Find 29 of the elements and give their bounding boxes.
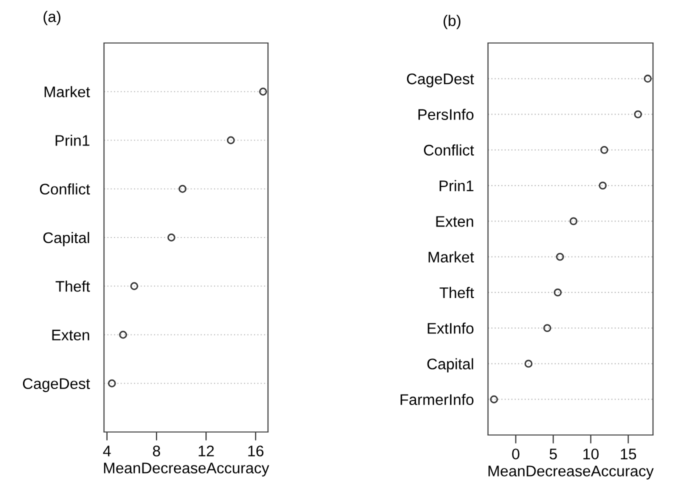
y-tick-label: Prin1 — [56, 134, 90, 146]
chart-title: (a) — [44, 10, 60, 26]
y-tick-label: Market — [428, 251, 474, 263]
y-tick-label: Capital — [427, 358, 474, 372]
y-tick-label: Prin1 — [440, 180, 474, 192]
x-tick-label: 5 — [550, 448, 557, 460]
chart-title: (b) — [444, 14, 460, 30]
y-tick-label: ExtInfo — [428, 322, 474, 334]
x-tick-label: 10 — [583, 448, 599, 460]
y-tick-label: CageDest — [22, 378, 90, 392]
y-tick-label: Conflict — [424, 144, 474, 156]
x-axis-title: MeanDecreaseAccuracy — [104, 462, 270, 476]
x-tick-label: 12 — [198, 446, 214, 456]
x-tick-label: 16 — [248, 446, 264, 456]
x-tick-label: 4 — [103, 446, 111, 456]
x-tick-label: 15 — [620, 448, 636, 460]
y-tick-label: PersInfo — [418, 108, 474, 120]
x-axis-title: MeanDecreaseAccuracy — [488, 466, 654, 480]
y-tick-label: Market — [44, 86, 90, 98]
x-tick-label: 0 — [512, 448, 520, 460]
y-tick-label: CageDest — [406, 74, 474, 88]
y-tick-label: Theft — [56, 280, 90, 292]
y-tick-label: Capital — [43, 232, 90, 246]
x-tick-label: 8 — [152, 446, 160, 456]
y-tick-label: Theft — [440, 286, 474, 298]
y-tick-label: FarmerInfo — [400, 394, 474, 406]
y-tick-label: Exten — [436, 216, 474, 227]
y-tick-label: Conflict — [40, 183, 90, 195]
y-tick-label: Exten — [52, 330, 90, 340]
